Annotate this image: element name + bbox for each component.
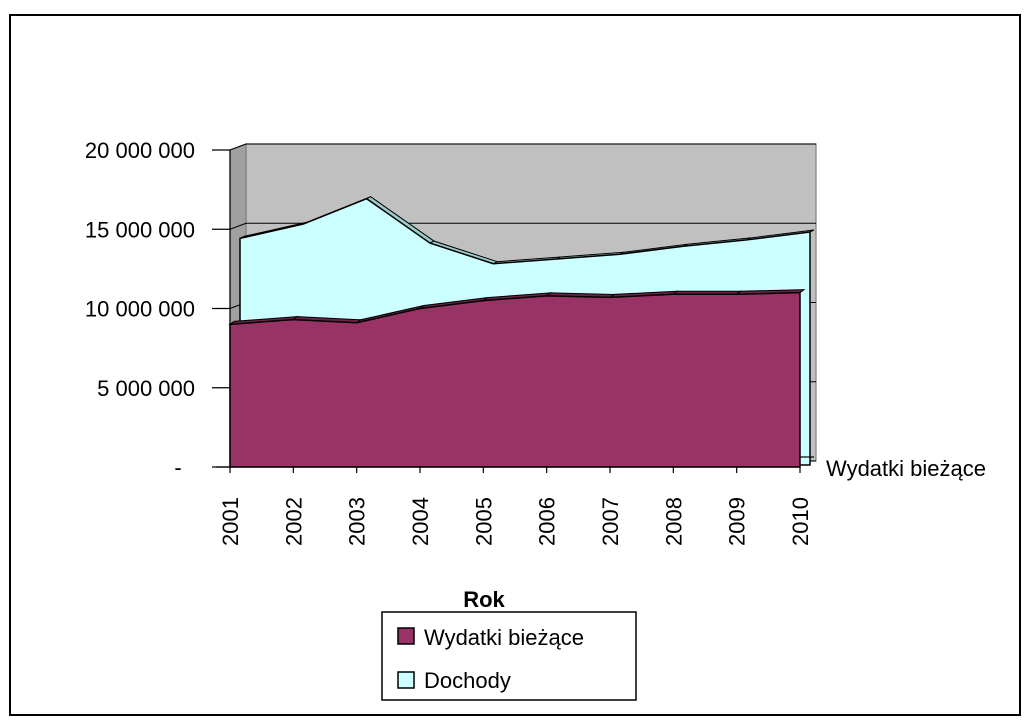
x-tick-label: 2005 [471, 497, 496, 546]
x-tick-label: 2004 [408, 497, 433, 546]
y-tick-label: 20 000 000 [85, 138, 195, 163]
plot-area [212, 143, 817, 473]
legend-swatch-wydatki [397, 627, 415, 645]
x-tick-label: 2006 [535, 497, 560, 546]
legend-label-dochody: Dochody [424, 668, 511, 693]
y-axis-tick-labels: - 5 000 000 10 000 000 15 000 000 20 000 000 [85, 138, 195, 480]
y-tick-label: 5 000 000 [97, 376, 195, 401]
x-tick-label: 2010 [788, 497, 813, 546]
legend-label-wydatki: Wydatki bieżące [424, 625, 584, 650]
x-tick-label: 2007 [598, 497, 623, 546]
legend-swatch-dochody [397, 671, 415, 689]
x-axis-title: Rok [463, 587, 505, 612]
legend-box [381, 611, 637, 701]
legend: Wydatki bieżące Dochody [381, 611, 637, 701]
y-tick-label: 15 000 000 [85, 217, 195, 242]
x-axis-tick-labels: 2001 2002 2003 2004 2005 2006 2007 2008 2009 2010 [218, 497, 813, 546]
x-tick-label: 2008 [661, 497, 686, 546]
wydatki-area [229, 291, 801, 468]
depth-axis-label: Wydatki bieżące [826, 456, 986, 481]
x-tick-label: 2009 [725, 497, 750, 546]
gridline [229, 222, 816, 230]
y-tick-label: 10 000 000 [85, 297, 195, 322]
x-tick-label: 2002 [281, 497, 306, 546]
gridline [229, 143, 816, 151]
y-tick-label: - [174, 455, 181, 480]
series-wydatki [228, 289, 806, 468]
x-tick-label: 2001 [218, 497, 243, 546]
x-tick-label: 2003 [345, 497, 370, 546]
